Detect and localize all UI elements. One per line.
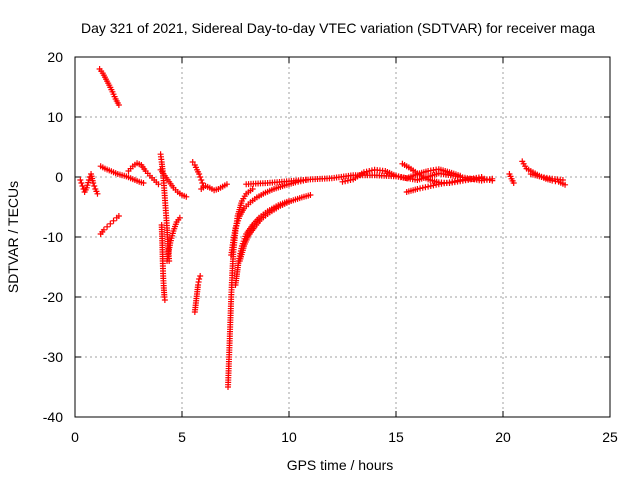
data-point [104, 223, 111, 230]
data-point [562, 181, 569, 188]
data-point [85, 177, 92, 183]
series-arc-late-c [527, 171, 566, 183]
series-arc-5 [157, 166, 190, 200]
series-arc-deep-7 [225, 186, 256, 390]
x-tick-label: 10 [281, 429, 297, 445]
data-point [249, 186, 256, 192]
data-point [510, 180, 517, 186]
series-arc-high [96, 66, 122, 108]
chart-title: Day 321 of 2021, Sidereal Day-to-day VTE… [81, 20, 595, 36]
x-axis-label: GPS time / hours [287, 457, 394, 473]
series-arc-deep-7d [236, 192, 314, 264]
x-tick-label: 20 [495, 429, 511, 445]
data-point [197, 273, 204, 279]
y-tick-label: -10 [43, 229, 63, 245]
series-arc-deep-7b [228, 177, 310, 258]
data-point [115, 213, 122, 219]
data-point [110, 217, 117, 224]
y-tick-label: 10 [47, 109, 63, 125]
data-marks [77, 66, 569, 390]
data-point [77, 177, 84, 183]
data-point [161, 297, 168, 303]
y-tick-label: -30 [43, 349, 63, 365]
x-tick-label: 5 [178, 429, 186, 445]
y-tick-label: -20 [43, 289, 63, 305]
series-arc-6 [191, 273, 204, 315]
series-arc-early-negative [77, 171, 101, 197]
axis-ticks: 0 5 10 15 20 25 20 10 0 -10 -20 -30 -40 [43, 49, 618, 445]
data-point [183, 193, 190, 200]
grid [75, 57, 610, 417]
data-point [489, 177, 496, 184]
data-point [155, 181, 162, 188]
y-tick-label: 20 [47, 49, 63, 65]
data-point [79, 183, 86, 189]
data-point [196, 171, 203, 177]
y-tick-label: -40 [43, 409, 63, 425]
data-point [478, 174, 485, 180]
series-arc-day-d [403, 174, 485, 195]
data-point [307, 192, 314, 198]
y-tick-label: 0 [55, 169, 63, 185]
series-arc-drop-4 [157, 151, 173, 264]
data-point [140, 180, 147, 186]
series-arc-late [519, 158, 569, 188]
data-point [94, 190, 101, 197]
data-point [176, 214, 183, 221]
series-arc-flat-2 [125, 160, 162, 188]
x-tick-label: 25 [602, 429, 618, 445]
x-tick-label: 15 [388, 429, 404, 445]
data-point [107, 220, 114, 227]
data-point [198, 177, 205, 183]
data-point [90, 180, 97, 186]
series-arc-flat-1 [97, 163, 147, 186]
y-axis-label: SDTVAR / TECUs [5, 181, 21, 293]
data-point [197, 174, 204, 180]
data-point [199, 180, 206, 186]
data-point [91, 183, 98, 189]
series-arc-early-rise [97, 213, 122, 237]
data-point [196, 276, 203, 282]
data-point [559, 177, 566, 183]
data-point [115, 102, 122, 108]
data-point [78, 180, 85, 186]
series-arc-late-b [506, 171, 517, 186]
series-arc-mid-4 [164, 214, 183, 264]
x-tick-label: 0 [71, 429, 79, 445]
series-arc-deep-4 [158, 222, 168, 303]
data-point [100, 226, 107, 233]
data-point [223, 181, 230, 188]
series-arc-6c [198, 181, 230, 194]
